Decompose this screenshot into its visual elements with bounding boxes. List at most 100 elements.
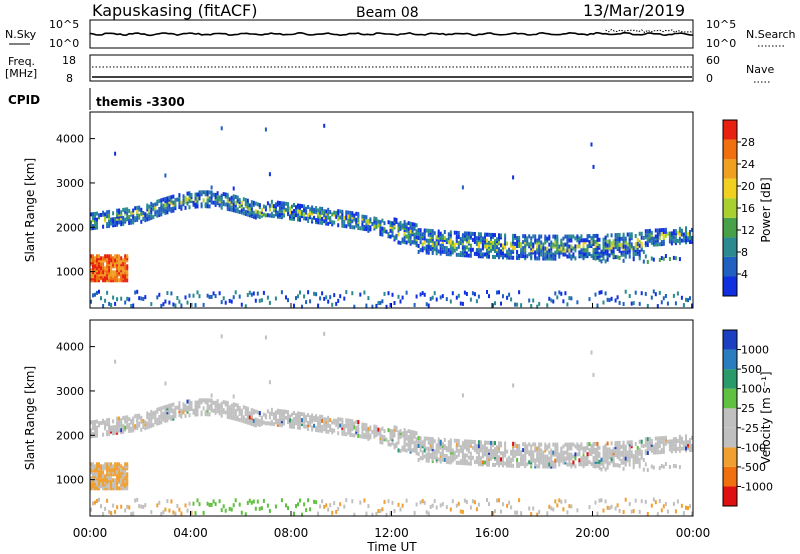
power-cell xyxy=(622,258,625,263)
power-cell xyxy=(608,239,611,244)
velocity-cell xyxy=(333,428,336,433)
velocity-cell xyxy=(540,442,543,447)
velocity-cell xyxy=(586,442,589,447)
power-cell xyxy=(488,240,491,245)
power-cell xyxy=(449,246,452,251)
freq-label: Freq. xyxy=(8,55,35,68)
power-cell xyxy=(425,302,428,307)
velocity-cell xyxy=(206,501,209,506)
power-cell xyxy=(421,246,424,251)
velocity-cell xyxy=(588,448,591,453)
velocity-cell xyxy=(114,359,117,364)
power-cell xyxy=(124,264,127,269)
power-cell xyxy=(473,236,476,240)
power-cell xyxy=(210,190,213,195)
power-cell xyxy=(588,252,591,257)
power-cell xyxy=(228,298,231,303)
velocity-cell xyxy=(650,438,653,443)
power-cell xyxy=(644,254,647,259)
power-cell xyxy=(291,210,294,215)
power-cell xyxy=(232,206,235,211)
velocity-cell xyxy=(110,425,113,430)
power-cell xyxy=(305,300,308,305)
velocity-cell xyxy=(222,400,225,405)
velocity-cell xyxy=(574,444,577,449)
colorbar-segment xyxy=(723,198,737,218)
velocity-cell xyxy=(656,450,659,455)
velocity-cell xyxy=(126,478,129,483)
velocity-cell xyxy=(602,508,605,513)
velocity-cell xyxy=(359,434,362,439)
power-cell xyxy=(449,250,452,255)
velocity-cell xyxy=(445,454,448,459)
power-cell xyxy=(393,301,396,305)
velocity-cell xyxy=(301,512,304,517)
power-cell xyxy=(479,252,482,257)
velocity-cell xyxy=(248,411,251,416)
power-cell xyxy=(576,300,579,305)
power-cell xyxy=(636,237,639,242)
velocity-cell xyxy=(524,442,527,447)
velocity-cell xyxy=(475,507,478,512)
velocity-cell xyxy=(449,438,452,443)
power-cell xyxy=(604,249,607,254)
power-cell xyxy=(198,294,201,299)
power-cell xyxy=(94,223,97,228)
power-cell xyxy=(208,295,211,299)
power-cell xyxy=(100,296,103,301)
velocity-cell xyxy=(280,417,283,422)
power-cell xyxy=(136,215,139,220)
power-cell xyxy=(516,242,519,246)
velocity-cell xyxy=(413,511,416,515)
velocity-cell xyxy=(652,465,655,470)
power-cell xyxy=(258,215,261,219)
power-cell xyxy=(240,302,243,307)
power-cell xyxy=(590,240,593,245)
velocity-cell xyxy=(278,409,281,413)
velocity-cell xyxy=(371,430,374,434)
velocity-cell xyxy=(228,405,231,410)
velocity-cell xyxy=(190,401,193,405)
velocity-cell xyxy=(574,452,577,457)
velocity-cell xyxy=(415,443,418,448)
power-cell xyxy=(566,242,569,247)
velocity-cell xyxy=(152,411,155,416)
power-cell xyxy=(502,243,505,248)
power-cell xyxy=(106,210,109,215)
velocity-cell xyxy=(114,509,117,514)
velocity-cell xyxy=(455,454,458,459)
velocity-cell xyxy=(250,408,253,413)
power-cell xyxy=(264,205,267,210)
velocity-cell xyxy=(518,452,521,456)
velocity-cell xyxy=(339,423,342,428)
power-cell xyxy=(604,235,607,240)
velocity-cell xyxy=(174,511,177,516)
velocity-cell xyxy=(604,457,607,462)
power-cell xyxy=(467,247,470,252)
velocity-cell xyxy=(156,421,159,426)
power-cell xyxy=(285,201,288,206)
power-cell xyxy=(200,190,203,195)
power-cell xyxy=(108,278,111,283)
power-cell xyxy=(303,216,306,221)
velocity-cell xyxy=(606,447,609,452)
power-cell xyxy=(415,294,418,299)
power-cell xyxy=(610,249,613,254)
power-cell xyxy=(644,229,647,234)
power-cell xyxy=(473,251,476,256)
power-cell xyxy=(256,210,259,215)
power-cell xyxy=(634,290,637,295)
power-cell xyxy=(492,241,495,245)
power-cell xyxy=(202,302,205,307)
velocity-cell xyxy=(471,499,474,504)
power-cell xyxy=(363,224,366,229)
beam-label: Beam 08 xyxy=(356,5,419,21)
ytick-label: 4000 xyxy=(56,341,84,354)
velocity-cell xyxy=(441,441,444,446)
velocity-cell xyxy=(363,422,366,427)
power-cell xyxy=(303,294,306,299)
velocity-cell xyxy=(96,474,99,479)
velocity-cell xyxy=(295,504,298,509)
power-cell xyxy=(608,253,611,258)
velocity-cell xyxy=(542,458,545,463)
